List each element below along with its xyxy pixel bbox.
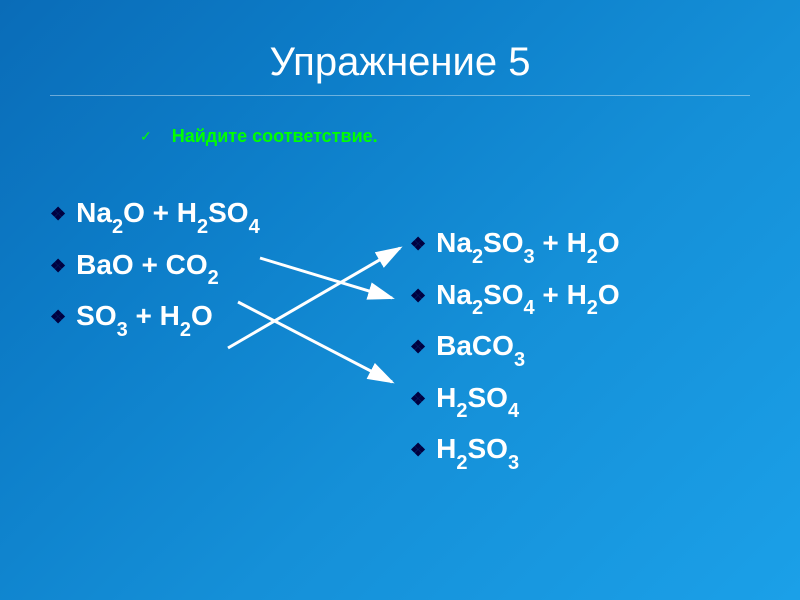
bullet-icon: ❖ bbox=[50, 256, 66, 277]
left-item-3: ❖ SO3 + H2O bbox=[50, 300, 400, 338]
right-item-3: ❖ BaCO3 bbox=[410, 330, 750, 368]
slide-title: Упражнение 5 bbox=[50, 40, 750, 96]
subscript: 3 bbox=[514, 349, 525, 371]
right-item-1: ❖ Na2SO3 + H2O bbox=[410, 227, 750, 265]
formula-part: SO bbox=[483, 279, 523, 310]
formula-part: + H bbox=[128, 300, 180, 331]
subtitle-text: Найдите соответствие. bbox=[172, 126, 378, 147]
formula-part: O + H bbox=[123, 197, 197, 228]
subscript: 2 bbox=[180, 319, 191, 341]
subscript: 2 bbox=[472, 297, 483, 319]
left-column: ❖ Na2O + H2SO4 ❖ BaO + CO2 ❖ SO3 + H2O bbox=[50, 197, 400, 485]
formula-part: O bbox=[598, 279, 620, 310]
formula-part: BaO + CO bbox=[76, 249, 207, 280]
formula-part: H bbox=[436, 433, 456, 464]
formula-part: Na bbox=[436, 279, 472, 310]
bullet-icon: ❖ bbox=[410, 286, 426, 307]
right-item-5: ❖ H2SO3 bbox=[410, 433, 750, 471]
formula-part: O bbox=[191, 300, 213, 331]
bullet-icon: ❖ bbox=[410, 337, 426, 358]
subscript: 4 bbox=[524, 297, 535, 319]
formula-part: SO bbox=[468, 382, 508, 413]
right-column: ❖ Na2SO3 + H2O ❖ Na2SO4 + H2O ❖ BaCO3 ❖ bbox=[400, 227, 750, 485]
left-item-1: ❖ Na2O + H2SO4 bbox=[50, 197, 400, 235]
formula-part: SO bbox=[468, 433, 508, 464]
subscript: 4 bbox=[249, 216, 260, 238]
check-icon: ✓ bbox=[140, 128, 152, 145]
right-item-2: ❖ Na2SO4 + H2O bbox=[410, 279, 750, 317]
formula-part: + H bbox=[535, 279, 587, 310]
content-columns: ❖ Na2O + H2SO4 ❖ BaO + CO2 ❖ SO3 + H2O bbox=[50, 197, 750, 485]
subscript: 2 bbox=[456, 400, 467, 422]
formula-part: SO bbox=[76, 300, 116, 331]
left-item-2: ❖ BaO + CO2 bbox=[50, 249, 400, 287]
formula-part: BaCO bbox=[436, 330, 514, 361]
subscript: 3 bbox=[524, 246, 535, 268]
subscript: 2 bbox=[472, 246, 483, 268]
formula-part: H bbox=[436, 382, 456, 413]
subtitle-row: ✓ Найдите соответствие. bbox=[140, 126, 750, 147]
bullet-icon: ❖ bbox=[50, 307, 66, 328]
subscript: 2 bbox=[112, 216, 123, 238]
subscript: 2 bbox=[587, 297, 598, 319]
formula-part: + H bbox=[535, 227, 587, 258]
subscript: 2 bbox=[208, 267, 219, 289]
bullet-icon: ❖ bbox=[410, 234, 426, 255]
right-item-4: ❖ H2SO4 bbox=[410, 382, 750, 420]
subscript: 3 bbox=[508, 452, 519, 474]
subscript: 3 bbox=[117, 319, 128, 341]
formula-part: O bbox=[598, 227, 620, 258]
formula-part: Na bbox=[436, 227, 472, 258]
subscript: 2 bbox=[456, 452, 467, 474]
bullet-icon: ❖ bbox=[410, 389, 426, 410]
bullet-icon: ❖ bbox=[50, 204, 66, 225]
subscript: 2 bbox=[197, 216, 208, 238]
formula-part: SO bbox=[483, 227, 523, 258]
subscript: 2 bbox=[587, 246, 598, 268]
bullet-icon: ❖ bbox=[410, 440, 426, 461]
formula-part: SO bbox=[208, 197, 248, 228]
formula-part: Na bbox=[76, 197, 112, 228]
subscript: 4 bbox=[508, 400, 519, 422]
